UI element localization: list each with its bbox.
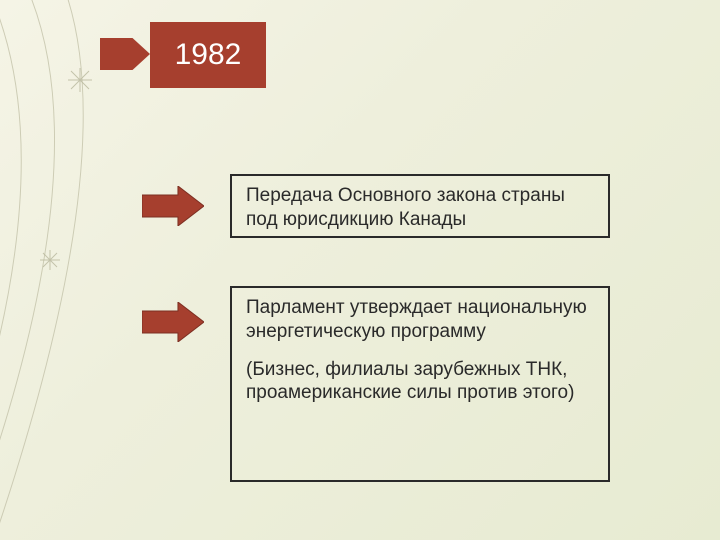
info-text: Передача Основного закона страны под юри… bbox=[246, 185, 565, 230]
year-text: 1982 bbox=[175, 38, 242, 72]
info-text-main: Парламент утверждает национальную энерге… bbox=[246, 296, 594, 344]
info-box: Парламент утверждает национальную энерге… bbox=[230, 286, 610, 482]
bullet-arrow-icon bbox=[142, 302, 204, 342]
slide: 1982 Передача Основного закона страны по… bbox=[0, 0, 720, 540]
info-box: Передача Основного закона страны под юри… bbox=[230, 174, 610, 238]
year-title: 1982 bbox=[150, 22, 266, 88]
info-text-paren: (Бизнес, филиалы зарубежных ТНК, проамер… bbox=[246, 358, 594, 406]
bullet-arrow-icon bbox=[142, 186, 204, 226]
title-pointer-icon bbox=[100, 38, 150, 70]
